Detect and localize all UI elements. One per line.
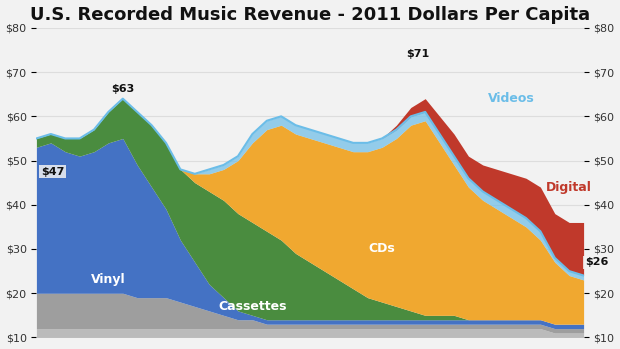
Text: $47: $47: [41, 166, 64, 177]
Text: Vinyl: Vinyl: [91, 274, 126, 287]
Text: $26: $26: [585, 257, 608, 267]
Text: Cassettes: Cassettes: [218, 300, 286, 313]
Text: Videos: Videos: [488, 92, 535, 105]
Text: $63: $63: [111, 84, 135, 94]
Text: Digital: Digital: [546, 180, 592, 194]
Text: $71: $71: [406, 49, 430, 59]
Title: U.S. Recorded Music Revenue - 2011 Dollars Per Capita: U.S. Recorded Music Revenue - 2011 Dolla…: [30, 6, 590, 23]
Text: CDs: CDs: [369, 243, 396, 255]
